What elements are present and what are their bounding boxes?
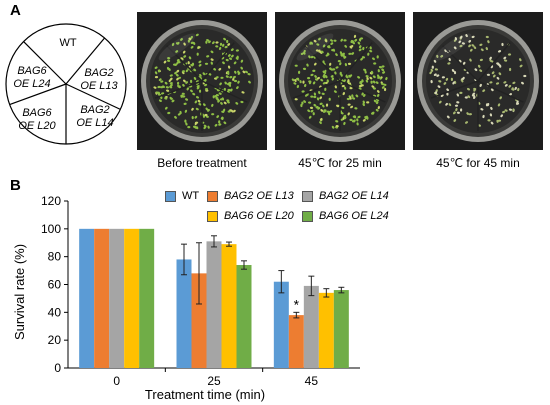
x-tick-label: 45 bbox=[305, 374, 319, 388]
bar bbox=[273, 281, 289, 368]
legend-item-bag2-l14: BAG2 OE L14 bbox=[302, 190, 389, 202]
y-tick-label: 100 bbox=[41, 222, 61, 236]
petri-dish bbox=[275, 12, 405, 150]
bar bbox=[333, 290, 349, 368]
sector-label: BAG2 OE L14 bbox=[76, 104, 113, 129]
y-tick-label: 20 bbox=[48, 333, 62, 347]
y-tick-label: 0 bbox=[54, 361, 61, 375]
plate-photo-before bbox=[137, 12, 267, 150]
legend-label: WT bbox=[182, 190, 200, 202]
x-tick-label: 25 bbox=[207, 374, 221, 388]
bar bbox=[303, 285, 319, 368]
seedlings bbox=[291, 34, 388, 129]
photo-caption-25min: 45℃ for 25 min bbox=[298, 156, 382, 170]
y-tick-label: 60 bbox=[48, 278, 62, 292]
petri-dish bbox=[137, 12, 267, 150]
sector-divider bbox=[9, 83, 67, 106]
legend-item-bag2-l13: BAG2 OE L13 bbox=[207, 190, 294, 202]
legend-label: BAG6 OE L24 bbox=[319, 210, 389, 222]
legend-label: BAG2 OE L14 bbox=[319, 190, 389, 202]
y-axis-title: Survival rate (%) bbox=[12, 244, 27, 340]
legend-swatch bbox=[207, 210, 218, 222]
panel-a-label: A bbox=[10, 2, 21, 19]
y-tick-label: 80 bbox=[48, 250, 62, 264]
panel-b-label: B bbox=[10, 177, 21, 194]
sector-divider bbox=[65, 83, 121, 110]
bar bbox=[236, 265, 252, 368]
sector-divider bbox=[65, 37, 106, 85]
legend-swatch bbox=[302, 210, 313, 222]
bar bbox=[109, 228, 125, 368]
legend-item-bag6-l20: BAG6 OE L20 bbox=[207, 210, 294, 222]
bar bbox=[288, 315, 304, 368]
sector-label: BAG6 OE L24 bbox=[13, 65, 50, 90]
sector-divider bbox=[23, 41, 67, 85]
legend-swatch bbox=[302, 190, 313, 202]
petri-dish bbox=[413, 12, 543, 150]
photo-caption-45min: 45℃ for 45 min bbox=[436, 156, 520, 170]
sector-label: BAG2 OE L13 bbox=[80, 67, 118, 92]
legend-swatch bbox=[165, 190, 176, 202]
plate-photo-25min bbox=[275, 12, 405, 150]
bar bbox=[221, 244, 237, 368]
legend-label: BAG6 OE L20 bbox=[224, 210, 294, 222]
sector-label: WT bbox=[59, 37, 76, 49]
y-tick-label: 120 bbox=[41, 194, 61, 208]
x-axis-title: Treatment time (min) bbox=[145, 387, 265, 402]
bar bbox=[124, 228, 140, 368]
legend-item-bag6-l24: BAG6 OE L24 bbox=[302, 210, 389, 222]
bar bbox=[139, 228, 155, 368]
bar bbox=[191, 273, 207, 368]
bar bbox=[318, 292, 334, 368]
y-tick-label: 40 bbox=[48, 305, 62, 319]
bar bbox=[79, 228, 95, 368]
plate-map-diagram: WT BAG2 OE L13 BAG2 OE L14 BAG6 OE L20 BAG6 OE L… bbox=[5, 23, 127, 145]
plate-photo-45min bbox=[413, 12, 543, 150]
legend-item-wt: WT bbox=[165, 190, 199, 202]
photo-caption-before: Before treatment bbox=[157, 156, 247, 170]
seedlings bbox=[153, 33, 251, 130]
bar bbox=[206, 241, 222, 368]
x-tick-label: 0 bbox=[113, 374, 120, 388]
significance-marker: * bbox=[294, 296, 300, 312]
seedlings bbox=[429, 34, 527, 127]
sector-label: BAG6 OE L20 bbox=[18, 107, 56, 132]
legend-swatch bbox=[207, 190, 218, 202]
bar bbox=[94, 228, 110, 368]
legend-label: BAG2 OE L13 bbox=[224, 190, 294, 202]
bar bbox=[176, 259, 192, 368]
